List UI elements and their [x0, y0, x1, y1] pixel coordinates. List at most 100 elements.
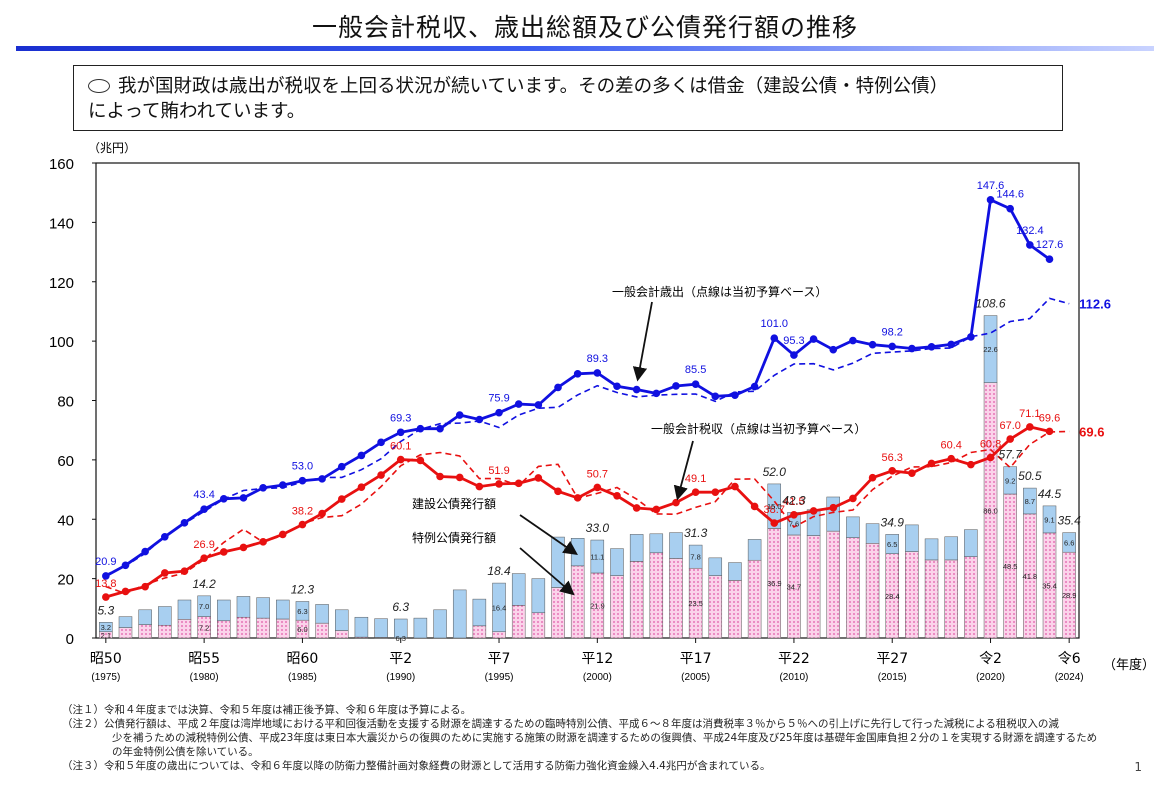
- bond-total-label: 31.3: [684, 526, 708, 540]
- x-tick-year-label: (1990): [386, 672, 415, 683]
- fiscal-chart: 0 20 40 60 80 100 120 140 160 （兆円） 20.9 43.4 53.0 69…: [49, 141, 1155, 683]
- expenditure-label: 43.4: [193, 489, 214, 501]
- construction-bond-bar: [335, 609, 349, 631]
- bond-total-label: 14.2: [192, 577, 216, 591]
- x-tick-era-label: 平22: [778, 651, 810, 667]
- tax-line-point: [416, 456, 425, 465]
- x-axis: 昭50 (1975) 昭55 (1980) 昭60 (1985) 平2 (1990) 平7 (19…: [90, 638, 1155, 683]
- tax-label: 41.5: [783, 496, 804, 508]
- tax-label: 13.8: [95, 578, 116, 590]
- expenditure-line-point: [652, 389, 661, 398]
- y-tick-label: 20: [57, 572, 74, 589]
- expenditure-line-point: [298, 476, 307, 485]
- bond-total-label: 34.9: [881, 515, 905, 529]
- tax-line-point: [180, 567, 189, 576]
- special-bond-bar: [511, 605, 526, 639]
- expenditure-line-point: [613, 382, 621, 391]
- expenditure-line-point: [180, 519, 189, 527]
- expenditure-line-point: [239, 494, 248, 502]
- expenditure-line-point: [849, 336, 857, 345]
- construction-value-label: 11.1: [590, 553, 604, 562]
- summary-line-1: 我が国財政は歳出が税収を上回る状況が続いています。その差の多くは借金（建設公債・…: [118, 76, 949, 97]
- expenditure-line-point: [888, 342, 897, 351]
- construction-bond-bar: [708, 557, 723, 576]
- construction-bond-bar: [374, 618, 388, 638]
- expenditure-line-point: [357, 451, 366, 460]
- tax-line-point: [829, 503, 838, 512]
- x-tick-year-label: (1995): [485, 672, 514, 683]
- special-bond-bar: [276, 618, 290, 639]
- tax-line-point: [632, 504, 641, 512]
- special-bond-bar: [964, 556, 978, 639]
- special-bond-bar: [865, 543, 880, 639]
- tax-line-point: [514, 479, 523, 488]
- construction-value-label: 22.6: [983, 345, 998, 354]
- note-2-cont2: の年金特例公債を除いている。: [112, 746, 259, 758]
- note-2: （注２）公債発行額は、平成２年度は湾岸地域における平和回復活動を支援する財源を調…: [62, 718, 1059, 730]
- tax-line-point: [141, 582, 149, 591]
- x-tick-year-label: (1980): [190, 672, 219, 683]
- tax-budget-line: [105, 430, 1070, 595]
- construction-value-label: 7.8: [690, 553, 700, 562]
- bond-total-label: 108.6: [976, 297, 1006, 311]
- construction-value-label: 3.2: [101, 623, 111, 632]
- construction-bond-bar: [433, 609, 447, 639]
- tax-label: 38.7: [764, 504, 785, 516]
- construction-bond-bar: [118, 616, 133, 628]
- construction-bond-bar: [983, 315, 998, 383]
- bond-total-label: 57.7: [999, 448, 1024, 462]
- construction-value-label: 7.6: [789, 520, 799, 529]
- construction-bond-bar: [964, 529, 978, 557]
- tax-line-point: [239, 543, 248, 552]
- tax-label: 71.1: [1019, 408, 1040, 420]
- construction-bond-bar: [472, 598, 487, 627]
- x-tick-year-label: (1975): [91, 672, 120, 683]
- y-tick-label: 160: [49, 156, 74, 173]
- special-bond-bar: [570, 565, 585, 639]
- x-tick-year-label: (1985): [288, 672, 317, 683]
- special-value-label: 6.0: [297, 625, 307, 634]
- construction-value-label: 8.7: [1025, 497, 1035, 506]
- expenditure-line-point: [691, 380, 700, 388]
- tax-line-point: [809, 507, 818, 515]
- tax-line-point: [436, 472, 444, 481]
- x-tick-era-label: 昭50: [90, 651, 122, 667]
- expenditure-line-point: [475, 415, 484, 424]
- expenditure-line-point: [455, 411, 464, 419]
- special-bond-bar: [669, 558, 683, 639]
- construction-bond-bar: [276, 599, 290, 620]
- special-bond-bar: [846, 537, 860, 639]
- expenditure-label: 101.0: [761, 318, 789, 330]
- expenditure-line-point: [318, 475, 326, 483]
- expenditure-label: 85.5: [685, 364, 706, 376]
- construction-bond-bar: [1042, 505, 1057, 534]
- expenditure-line-point: [534, 401, 543, 409]
- expenditure-line-point: [396, 428, 405, 437]
- construction-value-label: 9.1: [1044, 515, 1054, 524]
- expenditure-line-point: [102, 572, 110, 580]
- tax-line-point: [259, 538, 267, 546]
- expenditure-label: 127.6: [1036, 239, 1064, 251]
- page-title: 一般会計税収、歳出総額及び公債発行額の推移: [311, 13, 858, 42]
- tax-label: 60.1: [390, 441, 411, 453]
- special-bond-bar: [610, 575, 624, 639]
- special-value-label: 41.8: [1023, 572, 1038, 581]
- annotations: 一般会計歳出（点線は当初予算ベース） 一般会計税収（点線は当初予算ベース） 建設公債…: [412, 284, 866, 596]
- expenditure-label: 132.4: [1016, 225, 1044, 237]
- tax-line-point: [888, 467, 897, 475]
- tax-line-point: [927, 459, 936, 468]
- expenditure-line-point: [278, 481, 287, 489]
- tax-label: 26.9: [193, 539, 214, 551]
- expenditure-line-point: [809, 335, 818, 343]
- bond-total-label: 5.3: [97, 603, 114, 617]
- bond-bars: [99, 315, 1076, 639]
- construction-bond-bar: [905, 524, 919, 552]
- bond-total-label: 12.3: [291, 582, 315, 596]
- construction-bond-bar: [393, 618, 408, 638]
- arrow-construction: [519, 514, 578, 556]
- bond-total-label: 50.5: [1018, 469, 1042, 483]
- bond-total-label: 35.4: [1057, 514, 1081, 528]
- x-tick-era-label: 平2: [389, 651, 412, 667]
- y-tick-label: 0: [66, 631, 74, 648]
- expenditure-line-point: [632, 385, 641, 394]
